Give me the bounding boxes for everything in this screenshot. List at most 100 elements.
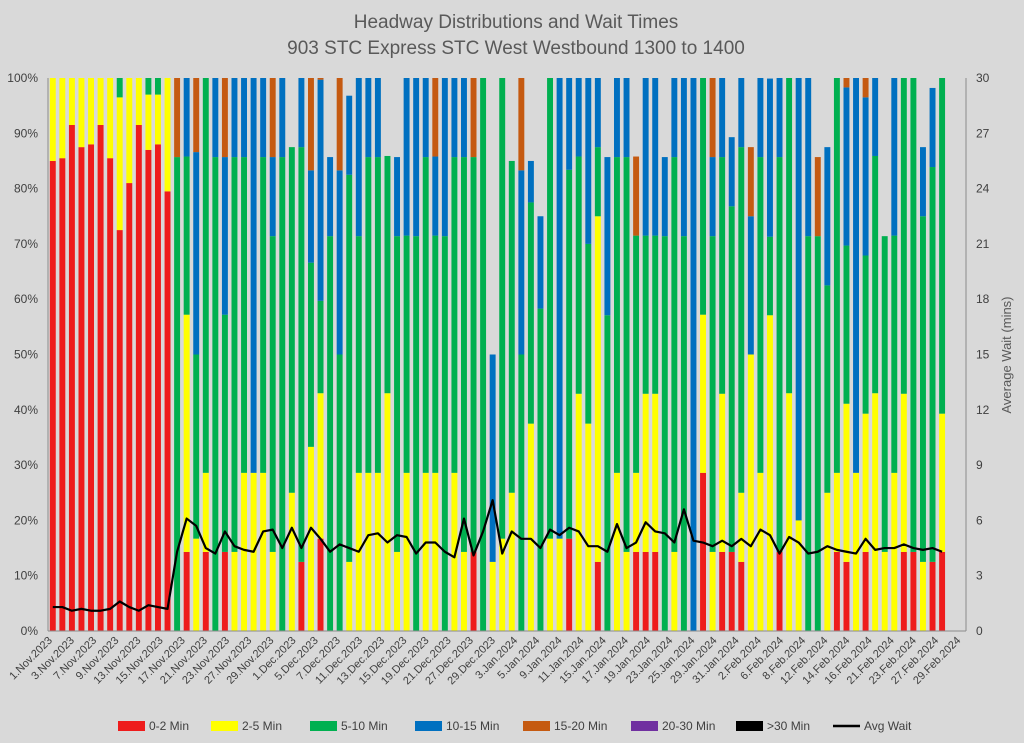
bar-segment (78, 78, 85, 148)
bar-segment (900, 78, 907, 394)
bar-segment (547, 78, 553, 539)
bar-segment (269, 78, 276, 158)
bar-segment (145, 94, 152, 150)
bar-segment (470, 78, 477, 158)
bar-segment (174, 157, 181, 631)
left-tick-label: 70% (14, 237, 38, 251)
legend-item: Avg Wait (833, 719, 912, 733)
bar-segment (862, 551, 869, 631)
bar-segment (680, 236, 687, 631)
bar-segment (786, 393, 793, 631)
bar-segment (671, 78, 678, 158)
bar-segment (747, 216, 754, 355)
bar-segment (872, 78, 879, 156)
bar-segment (939, 413, 946, 552)
bar-segment (661, 157, 668, 237)
axes (47, 78, 967, 632)
bar-segment (910, 551, 917, 631)
bar-segment (384, 393, 391, 631)
bar-segment (652, 393, 659, 552)
bar-segment (145, 149, 152, 631)
bar-segment (288, 147, 295, 493)
bar-segment (585, 423, 592, 632)
bar-segment (719, 78, 726, 158)
legend-label: 10-15 Min (446, 719, 499, 733)
bar-segment (355, 78, 362, 237)
bar-segment (575, 78, 582, 157)
avg-wait-line (52, 499, 943, 612)
bar-segment (317, 300, 324, 394)
legend-label: 15-20 Min (554, 719, 607, 733)
bar-segment (489, 561, 496, 632)
bar-segment (327, 236, 334, 631)
bar-segment (738, 78, 745, 148)
chart-subtitle: 903 STC Express STC West Westbound 1300 … (287, 38, 745, 59)
bar-segment (671, 157, 678, 552)
bar-segment (336, 78, 343, 171)
bar-segment (757, 78, 764, 158)
bar-segment (308, 446, 314, 631)
bar-segment (260, 157, 267, 473)
bar-segment (183, 78, 190, 157)
bar-segment (824, 285, 831, 493)
left-tick-label: 40% (14, 403, 38, 417)
right-tick-label: 30 (976, 71, 990, 85)
bar-segment (394, 551, 400, 631)
bar-segment (193, 152, 200, 355)
bar-segment (614, 78, 620, 158)
bar-segment (279, 157, 286, 631)
bar-segment (814, 236, 821, 631)
bar-segment (719, 551, 726, 631)
legend-swatch (523, 721, 550, 731)
right-tick-label: 9 (976, 458, 983, 472)
bar-segment (413, 236, 420, 631)
bar-segment (566, 538, 573, 631)
legend-item: 10-15 Min (415, 719, 499, 733)
left-tick-label: 100% (7, 71, 38, 85)
bar-segment (700, 472, 706, 631)
right-tick-label: 21 (976, 237, 990, 251)
bar-segment (461, 551, 467, 631)
right-tick-label: 6 (976, 513, 983, 527)
bar-segment (843, 245, 850, 404)
bar-segment (336, 354, 343, 631)
bar-segment (594, 78, 601, 148)
bar-segment (700, 314, 706, 473)
bar-segment (403, 78, 410, 236)
bar-segment (604, 157, 611, 316)
bar-segment (384, 155, 391, 394)
bar-segment (604, 315, 611, 631)
bar-segment (833, 472, 840, 552)
right-axis-ticks: 0 3 6 9 12 15 18 21 24 27 30 (976, 71, 990, 638)
bar-segment (202, 472, 209, 552)
bar-segment (881, 236, 888, 552)
bar-segment (155, 78, 161, 95)
bar-segment (614, 472, 620, 631)
bar-segment (719, 393, 726, 552)
bar-segment (728, 206, 735, 552)
bar-segment (623, 157, 630, 552)
bar-segment (738, 492, 745, 562)
bar-segment (594, 561, 601, 632)
bar-segment (680, 78, 687, 237)
bar-segment (872, 155, 879, 394)
right-tick-label: 0 (976, 624, 983, 638)
bar-segment (432, 472, 439, 631)
bar-segment (853, 78, 859, 473)
bar-segment (527, 202, 534, 424)
bar-segment (786, 78, 793, 394)
bar-segment (843, 78, 850, 88)
legend-item: 0-2 Min (118, 719, 189, 733)
legend-label: Avg Wait (864, 719, 912, 733)
bar-segment (747, 147, 754, 217)
bar-segment (174, 78, 181, 158)
bar-segment (59, 78, 66, 159)
bar-segment (374, 472, 381, 631)
bar-segment (690, 78, 697, 631)
bar-segment (336, 170, 343, 355)
bar-segment (776, 78, 783, 158)
bar-segment (575, 156, 582, 394)
bar-segment (403, 472, 410, 631)
bar-segment (327, 157, 334, 237)
bar-segment (767, 315, 773, 631)
